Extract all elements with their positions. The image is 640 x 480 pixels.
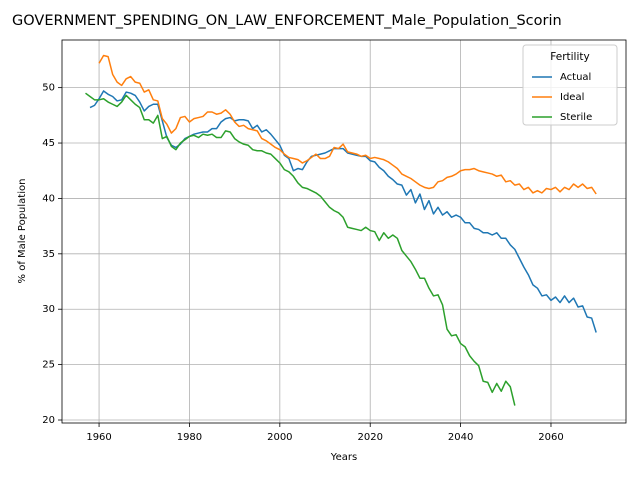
x-tick-label: 1960: [86, 432, 111, 443]
x-tick-label: 2060: [538, 432, 563, 443]
x-axis-label: Years: [330, 452, 357, 463]
y-axis-label: % of Male Population: [17, 179, 28, 284]
legend: Fertility Actual Ideal Sterile: [522, 44, 618, 126]
y-tick-label: 35: [42, 249, 55, 260]
y-tick-label: 20: [42, 415, 55, 426]
legend-label: Actual: [560, 72, 591, 83]
x-tick-label: 2000: [267, 432, 292, 443]
legend-label: Sterile: [560, 112, 592, 123]
y-tick-label: 25: [42, 360, 55, 371]
series-line: [85, 92, 516, 406]
y-tick-label: 45: [42, 138, 55, 149]
legend-label: Ideal: [560, 92, 584, 103]
x-tick-label: 1980: [177, 432, 202, 443]
y-tick-label: 50: [42, 83, 55, 94]
chart-title: GOVERNMENT_SPENDING_ON_LAW_ENFORCEMENT_M…: [12, 13, 562, 29]
x-tick-label: 2020: [357, 432, 382, 443]
axes-frame: [61, 39, 627, 424]
series-line: [89, 90, 597, 333]
legend-box: [522, 44, 618, 126]
x-tick-label: 2040: [448, 432, 473, 443]
legend-title: Fertility: [550, 51, 589, 63]
series-line: [98, 54, 597, 195]
y-tick-label: 40: [42, 193, 55, 204]
y-tick-label: 30: [42, 304, 55, 315]
